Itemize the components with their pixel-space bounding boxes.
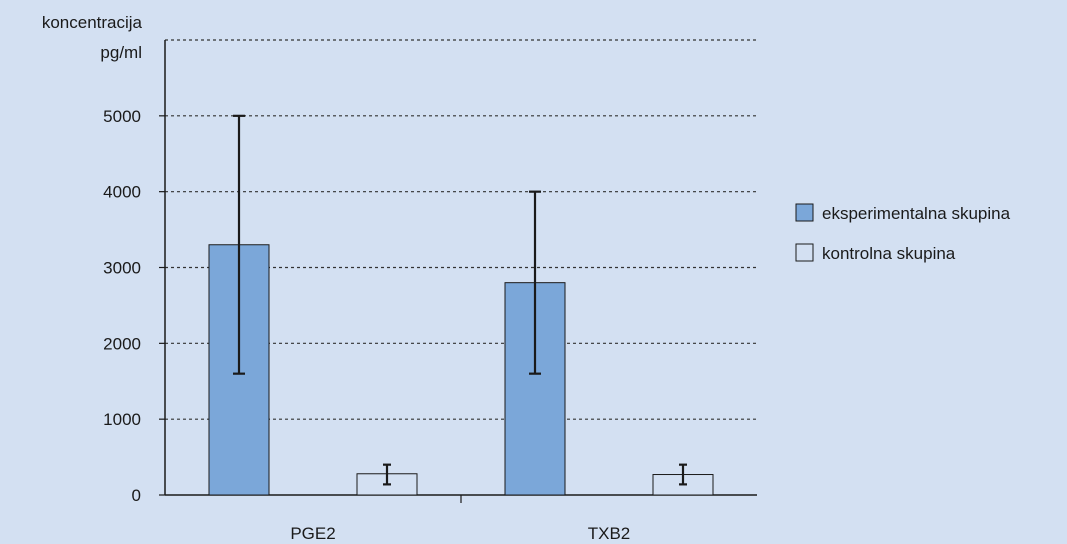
x-category-label-1: TXB2 (588, 524, 631, 543)
y-tick-label-0: 0 (132, 486, 141, 505)
category-labels: PGE2 TXB2 (290, 495, 630, 543)
error-bar-control-txb2 (679, 463, 687, 486)
y-tick-label-3: 3000 (103, 259, 141, 278)
y-axis-label-line-1: koncentracija (42, 13, 143, 32)
legend-label-experimental: eksperimentalna skupina (822, 204, 1011, 223)
y-tick-label-5: 5000 (103, 107, 141, 126)
y-tick-label-2: 2000 (103, 334, 141, 353)
error-bar-control-pge2 (383, 463, 391, 486)
legend-swatch-experimental (795, 203, 814, 222)
y-tick-label-4: 4000 (103, 183, 141, 202)
legend-swatch-control (795, 243, 814, 262)
bars (208, 244, 714, 496)
y-tick-label-1: 1000 (103, 410, 141, 429)
error-bar-experimental-pge2 (233, 114, 245, 375)
error-bar-experimental-txb2 (529, 190, 541, 375)
x-category-label-0: PGE2 (290, 524, 335, 543)
y-axis-label-line-2: pg/ml (100, 43, 142, 62)
y-ticks: 0 1000 2000 3000 4000 5000 (103, 107, 165, 505)
legend-label-control: kontrolna skupina (822, 244, 956, 263)
error-bars (233, 114, 687, 486)
legend: eksperimentalna skupina kontrolna skupina (795, 203, 1011, 263)
